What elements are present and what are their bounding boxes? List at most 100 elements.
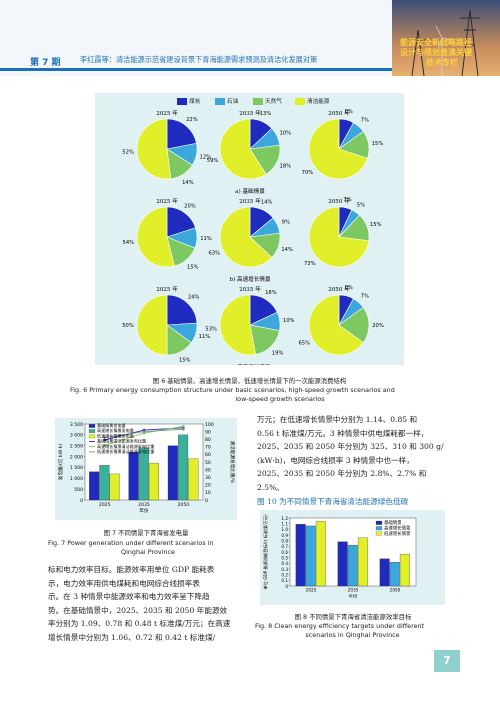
- legend-swatch-oil: [215, 98, 225, 105]
- legend-label-oil: 石油: [227, 99, 239, 105]
- legend-label-clean: 清洁能源: [307, 99, 330, 105]
- x-tick-label: 2035: [348, 588, 359, 593]
- y2-tick-label: 90: [205, 429, 211, 435]
- y2-tick-label: 0: [205, 498, 208, 504]
- pie-slice-label: 10%: [283, 318, 295, 324]
- bar: [389, 562, 400, 587]
- legend-label: 基础情景: [384, 519, 402, 526]
- column-title-line-1: 能源安全新战略路径: [400, 38, 472, 47]
- share-point: [182, 424, 185, 428]
- y2-axis-label: 清洁能源发电比重/%: [229, 441, 236, 484]
- pie-slice-label: 52%: [122, 149, 134, 155]
- legend-label: 高速增长情景清洁能源发电比重: [97, 443, 154, 449]
- x-axis-label: 年份: [349, 592, 358, 599]
- pie-slice-label: 12%: [200, 154, 212, 160]
- bar: [178, 434, 189, 501]
- legend-swatch: [375, 531, 383, 536]
- pie-slice-label: 7%: [343, 197, 351, 203]
- bar: [379, 558, 390, 587]
- pie-slice-label: 50%: [122, 323, 134, 329]
- legend-label-coal: 煤炭: [189, 99, 201, 105]
- legend-swatch-coal: [177, 98, 187, 105]
- right-text-line: 万元；在低速增长情景中分别为 1.14、0.85 和: [257, 415, 418, 424]
- bar: [399, 554, 410, 587]
- pie-slice: [338, 306, 370, 344]
- pie-slice-label: 18%: [280, 164, 292, 170]
- pie-slice-label: 65%: [298, 341, 310, 347]
- share-point: [103, 443, 106, 447]
- legend-swatch: [88, 434, 96, 439]
- pie-slice-label: 13%: [260, 111, 272, 117]
- column-banner: 能源安全新战略路径 设计与规划推演关键 技术专栏: [392, 0, 500, 76]
- pie-slice-label: 14%: [281, 247, 293, 253]
- x-axis-label: 年份: [139, 507, 149, 514]
- y2-tick-label: 10: [205, 490, 211, 496]
- legend-label: 基础情景发电量: [97, 422, 126, 428]
- y-tick-label: 0.2: [281, 572, 288, 577]
- scenario-caption: b) 高速增长情景: [229, 275, 271, 283]
- legend-swatch: [88, 424, 96, 428]
- legend-swatch: [375, 526, 383, 531]
- pie-year-label: 2050 年: [328, 285, 350, 293]
- y-axis-label: 单位 GDP 能源消耗目标/(t 标准煤/万元): [262, 514, 269, 590]
- figure-7-caption-en-1: Fig. 7 Power generation under different …: [48, 539, 214, 547]
- y-tick-label: 0: [285, 584, 288, 589]
- y2-tick-label: 80: [205, 437, 211, 443]
- column-title-line-3: 技术专栏: [426, 58, 458, 67]
- pie-slice-label: 9%: [282, 220, 290, 226]
- x-tick-label: 2025: [99, 502, 111, 508]
- pie-slice-label: 8%: [345, 109, 353, 115]
- pie-slice: [308, 206, 370, 268]
- left-text-line: 示，电力效率用供电煤耗和电网综合线损率表: [48, 578, 200, 588]
- pie-slice-label: 7%: [361, 294, 369, 300]
- bar: [99, 465, 110, 501]
- bar: [138, 447, 149, 501]
- header-rule: [0, 68, 392, 71]
- left-text-line: 势。在基础情景中，2025、2035 和 2050 年能源效: [48, 605, 228, 615]
- pie-slice-label: 20%: [184, 203, 196, 209]
- figure-7-caption-en-2: Qinghai Province: [121, 548, 175, 556]
- pie-slice-label: 14%: [261, 200, 273, 206]
- y-tick-label: 0: [80, 498, 83, 504]
- pie-slice-label: 59%: [207, 158, 219, 164]
- y-tick-label: 1 500: [70, 465, 83, 471]
- y2-tick-label: 20: [205, 483, 211, 489]
- x-tick-label: 2050: [177, 502, 189, 508]
- pie-slice: [308, 294, 364, 356]
- legend-label: 低速增长情景清洁能源发电比重: [97, 448, 154, 454]
- pie-slice-label: 14%: [182, 180, 194, 186]
- bar: [128, 452, 139, 501]
- pie-slice-label: 53%: [205, 327, 217, 333]
- pie-slice-label: 8%: [345, 285, 353, 291]
- y-tick-label: 0.5: [281, 555, 288, 560]
- pie-charts: 2025 年22%12%14%52%2035 年13%10%18%59%2050…: [122, 109, 384, 365]
- y-tick-label: 0.9: [281, 533, 288, 538]
- pie-year-label: 2035 年: [239, 197, 261, 205]
- y-axis-label: 发电量/(亿 kW·h): [57, 444, 64, 481]
- y-tick-label: 3 000: [70, 433, 83, 439]
- figure-7-legend: 基础情景发电量高速增长情景发电量低速增长情景发电量基础情景清洁能源发电比重高速增…: [88, 422, 154, 454]
- pie-slice: [219, 206, 273, 268]
- pie-slice-label: 7%: [361, 118, 369, 124]
- right-text-line: 2025、2035 和 2050 年分别为 325、310 和 300 g/: [257, 442, 444, 452]
- y2-tick-label: 40: [205, 467, 211, 473]
- pie-slice: [219, 294, 256, 356]
- left-text-line: 示。在 3 种情景中能源效率和电力效率呈下降趋: [48, 592, 210, 602]
- y-tick-label: 1.2: [281, 516, 288, 521]
- x-tick-label: 2035: [138, 502, 150, 508]
- bar: [295, 524, 306, 587]
- left-column-text: 标和电力效率目标。能源效率用单位 GDP 能耗表 示，电力效率用供电煤耗和电网综…: [48, 563, 248, 645]
- legend-label-gas: 天然气: [265, 99, 282, 105]
- y-tick-label: 500: [74, 487, 83, 493]
- y-tick-label: 0.1: [281, 578, 288, 583]
- bar: [109, 473, 120, 501]
- pie-slice-label: 5%: [357, 203, 365, 209]
- right-text-line: 0.56 t 标准煤/万元。3 种情景中供电煤耗都一样，: [257, 428, 429, 438]
- legend-label: 低速增长情景: [384, 530, 411, 537]
- pie-slice-label: 19%: [272, 351, 284, 357]
- y2-tick-label: 100: [205, 422, 214, 428]
- pie-slice-label: 11%: [200, 236, 212, 242]
- left-text-line: 率分别为 1.09、0.78 和 0.48 t 标准煤/万元；在高速: [48, 619, 231, 629]
